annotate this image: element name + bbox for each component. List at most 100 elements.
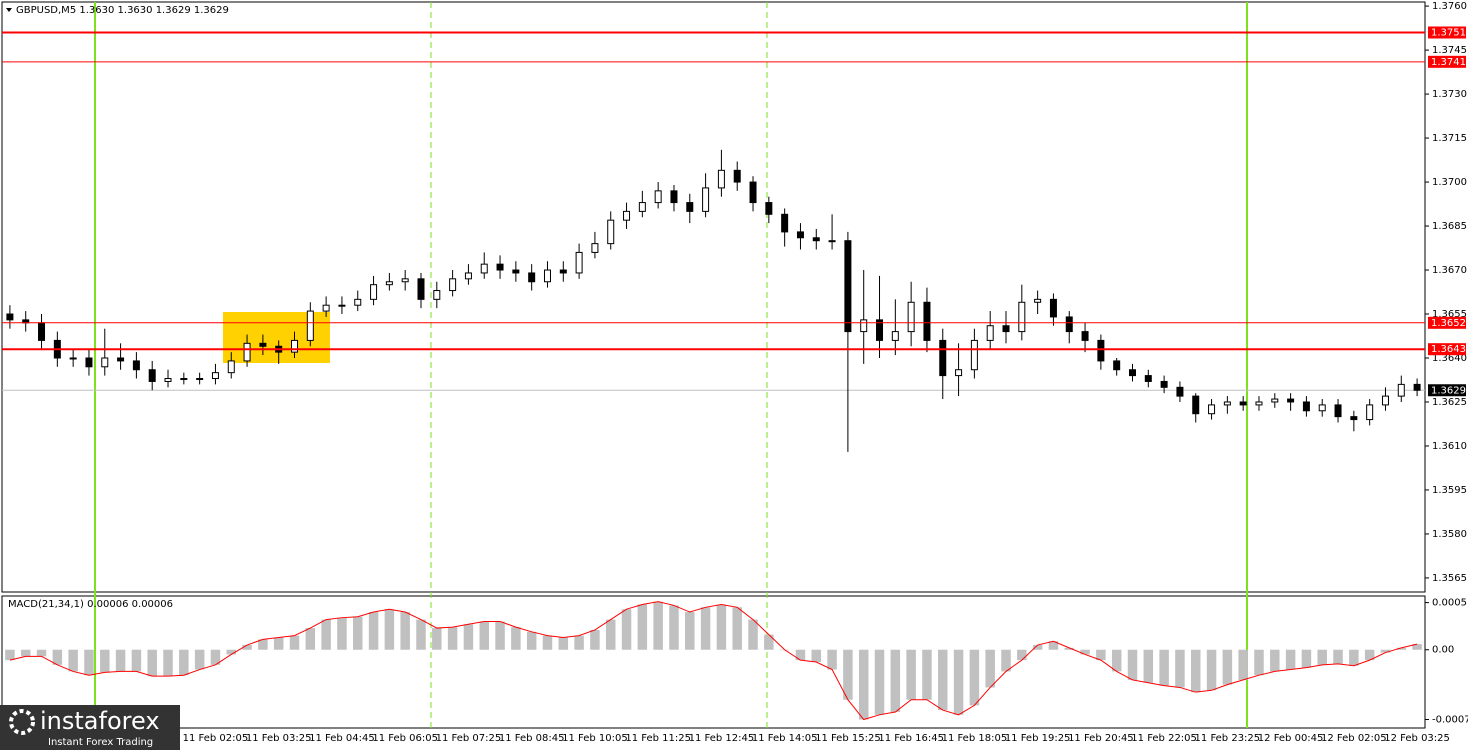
candle-body (243, 342, 251, 362)
macd-bar (590, 629, 600, 650)
x-tick-label: 11 Feb 08:45 (499, 733, 565, 744)
candle-body (749, 181, 757, 204)
macd-bar (273, 637, 284, 650)
macd-bar (1270, 649, 1280, 672)
candle-body (6, 313, 14, 321)
candle-body (1318, 404, 1326, 412)
x-tick-label: 12 Feb 00:45 (1258, 733, 1324, 744)
macd-bar (653, 601, 663, 650)
candle-body (844, 240, 852, 333)
candle-body (1397, 383, 1405, 397)
candle-body (1113, 360, 1121, 371)
level-label-bg (1428, 55, 1466, 68)
candle-body (607, 219, 615, 245)
macd-bar (526, 631, 537, 650)
candle-body (259, 342, 267, 347)
candle-body (955, 369, 963, 377)
macd-bar (1396, 647, 1407, 650)
macd-bar (1159, 649, 1169, 686)
macd-bar (305, 628, 316, 650)
candle-body (417, 278, 425, 300)
macd-bar (1080, 649, 1090, 655)
macd-bar (416, 619, 426, 650)
macd-bar (795, 649, 806, 661)
macd-bar (147, 649, 157, 677)
level-label: 1.3643 (1431, 344, 1466, 355)
candle-body (654, 190, 662, 204)
macd-bar (368, 612, 379, 650)
candle-body (496, 263, 504, 271)
macd-bar (1380, 649, 1391, 653)
macd-bar (337, 617, 347, 650)
x-tick-label: 11 Feb 03:25 (246, 733, 312, 744)
x-tick-label: 11 Feb 18:05 (942, 733, 1008, 744)
macd-bar (321, 619, 331, 650)
y-tick-label: 1.3730 (1432, 89, 1467, 100)
x-tick-label: 11 Feb 11:25 (625, 733, 691, 744)
logo-tagline: Instant Forex Trading (48, 737, 153, 748)
macd-bar (1017, 649, 1027, 661)
candle-body (781, 213, 789, 233)
x-tick-label: 11 Feb 15:25 (815, 733, 881, 744)
macd-bar (1032, 645, 1043, 650)
y-tick-label: 1.3640 (1432, 353, 1467, 364)
candle-body (117, 357, 125, 362)
macd-bar (858, 649, 869, 720)
macd-bar (1096, 649, 1106, 661)
level-label: 1.3751 (1431, 27, 1466, 38)
candle-body (196, 378, 204, 381)
y-tick-label: 1.3760 (1432, 1, 1467, 12)
highlight-box (223, 312, 330, 363)
candle-body (623, 210, 631, 221)
candle-body (1049, 298, 1057, 318)
macd-bar (68, 649, 78, 672)
y-tick-label: 1.3565 (1432, 573, 1467, 584)
x-tick-label: 11 Feb 14:05 (752, 733, 818, 744)
macd-bar (258, 639, 268, 650)
level-label: 1.3652 (1431, 318, 1466, 329)
macd-bar (242, 645, 252, 650)
candle-body (1223, 401, 1231, 406)
candle-body (385, 281, 393, 286)
macd-bar (432, 628, 442, 650)
candle-body (812, 237, 820, 242)
macd-bar (542, 635, 553, 650)
candle-body (306, 310, 314, 341)
macd-bar (384, 609, 395, 650)
y-tick-label: 1.3595 (1432, 485, 1467, 496)
y-tick-label: 1.3700 (1432, 177, 1467, 188)
macd-bar (1238, 649, 1248, 680)
candle-body (543, 269, 551, 283)
candle-body (1065, 316, 1073, 333)
candle-body (591, 243, 599, 253)
macd-bar (463, 624, 474, 650)
logo-text: instaforex (40, 707, 160, 735)
macd-bar (1317, 649, 1327, 665)
candle-body (101, 357, 109, 368)
y-tick-label: 0.0005 (1432, 598, 1467, 609)
candle-body (939, 339, 947, 377)
macd-bar (748, 619, 758, 650)
candle-body (1002, 325, 1010, 333)
y-tick-label: 1.3670 (1432, 265, 1467, 276)
x-tick-label: 11 Feb 04:45 (309, 733, 375, 744)
candle-body (702, 187, 710, 212)
candle-body (559, 269, 567, 274)
candle-body (1081, 331, 1089, 341)
y-tick-label: -0.00074 (1432, 715, 1468, 726)
y-tick-label: 1.3625 (1432, 397, 1467, 408)
macd-bar (621, 609, 632, 650)
macd-title: MACD(21,34,1) 0.00006 0.00006 (8, 599, 173, 610)
x-tick-label: 12 Feb 02:05 (1321, 733, 1387, 744)
macd-bar (495, 621, 505, 650)
macd-bar (637, 604, 648, 650)
candle-body (1350, 416, 1358, 421)
menu-triangle (6, 8, 12, 12)
main-panel-frame (1, 1, 1426, 593)
level-label-bg (1428, 26, 1466, 39)
candle-body (433, 290, 441, 300)
macd-bar (700, 607, 711, 650)
macd-bar (1190, 649, 1201, 693)
macd-bar (969, 649, 980, 706)
x-tick-label: 11 Feb 20:45 (1068, 733, 1134, 744)
